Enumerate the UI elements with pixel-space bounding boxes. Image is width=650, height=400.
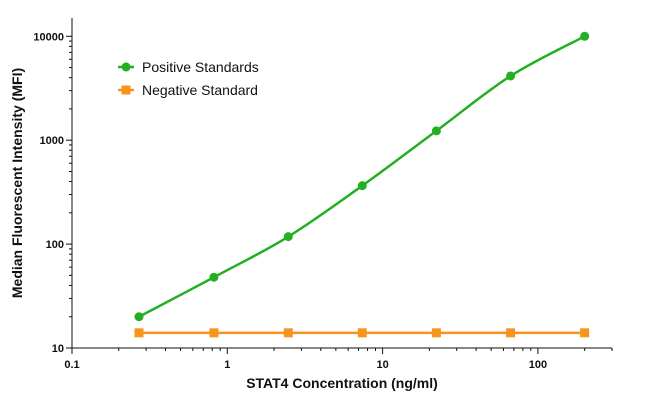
legend-item: Positive Standards bbox=[118, 59, 259, 75]
data-point bbox=[357, 328, 367, 338]
axes bbox=[71, 18, 612, 349]
series-negative-standard bbox=[134, 328, 590, 338]
data-point bbox=[134, 312, 144, 322]
data-point bbox=[134, 328, 144, 338]
series-line bbox=[138, 35, 586, 318]
legend-item: Negative Standard bbox=[118, 82, 258, 98]
data-point bbox=[506, 328, 516, 338]
x-tick-label: 1 bbox=[224, 359, 230, 371]
y-tick-label: 10000 bbox=[33, 31, 64, 43]
data-point bbox=[209, 272, 219, 282]
series-positive-standards bbox=[134, 31, 590, 322]
legend-marker bbox=[121, 85, 131, 95]
x-tick-label: 100 bbox=[529, 359, 547, 371]
data-point bbox=[209, 328, 219, 338]
series-layer bbox=[134, 31, 590, 338]
data-point bbox=[431, 126, 441, 136]
legend-label: Negative Standard bbox=[142, 82, 258, 98]
x-tick-label: 0.1 bbox=[64, 359, 79, 371]
x-axis-title: STAT4 Concentration (ng/ml) bbox=[246, 375, 438, 391]
data-point bbox=[283, 328, 293, 338]
y-tick-label: 100 bbox=[46, 239, 64, 251]
data-point bbox=[580, 328, 590, 338]
data-point bbox=[431, 328, 441, 338]
legend-marker bbox=[121, 62, 131, 72]
data-point bbox=[357, 181, 367, 191]
y-tick-label: 10 bbox=[52, 343, 64, 355]
data-point bbox=[283, 232, 293, 242]
x-ticks: 0.1 1 10 100 bbox=[64, 348, 613, 371]
data-point bbox=[506, 71, 516, 81]
legend: Positive Standards Negative Standard bbox=[118, 59, 259, 98]
y-tick-label: 1000 bbox=[40, 135, 64, 147]
y-axis-title: Median Fluorescent Intensity (MFI) bbox=[9, 68, 25, 298]
legend-label: Positive Standards bbox=[142, 59, 259, 75]
data-point bbox=[580, 31, 590, 41]
x-tick-label: 10 bbox=[376, 359, 388, 371]
y-ticks: 10 100 1000 10000 bbox=[33, 31, 72, 355]
